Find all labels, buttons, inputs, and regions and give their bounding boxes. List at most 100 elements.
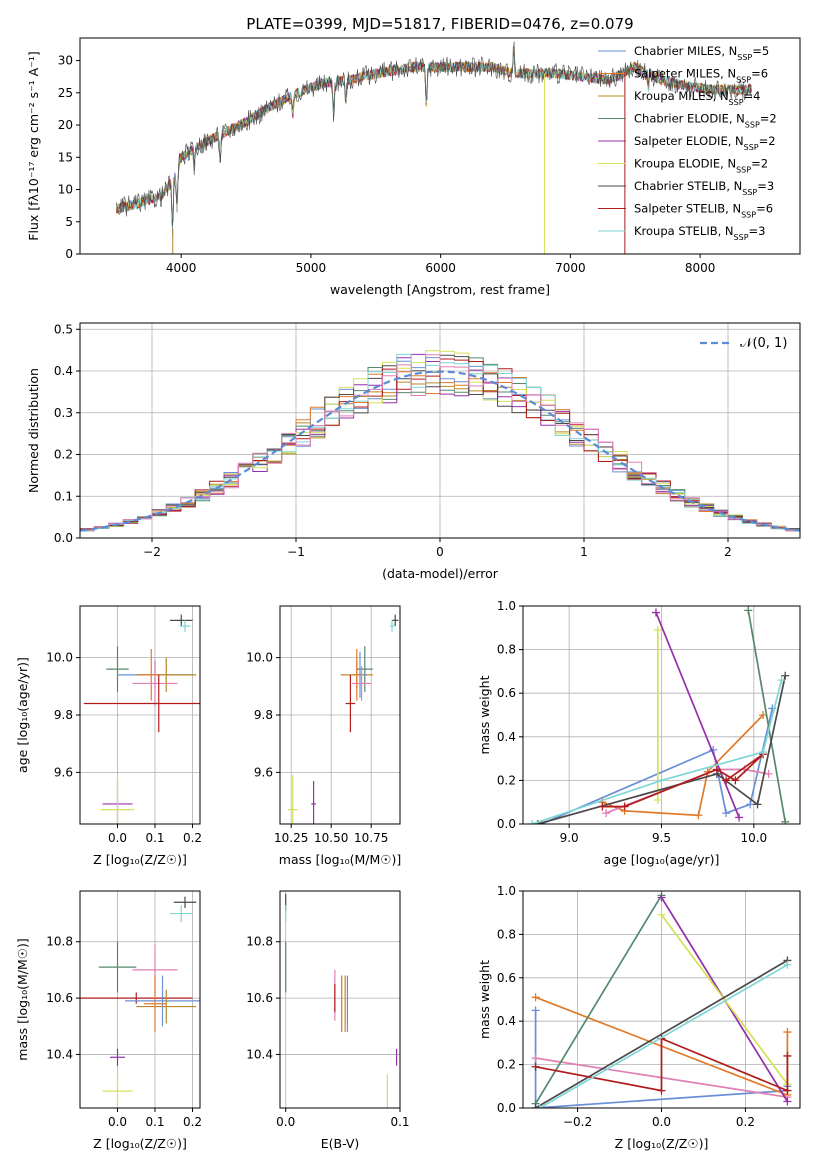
normal-legend-label: 𝒩(0, 1) xyxy=(740,336,787,351)
weight-marker xyxy=(620,802,629,811)
spectrum-plot-area xyxy=(116,41,752,254)
weight-marker xyxy=(722,809,731,818)
panel-age-mass: 10.25 10.50 10.75 9.6 9.8 10.0 mass [log₁₀(M/M… xyxy=(246,605,401,867)
y-tick-label: 0.0 xyxy=(497,1101,516,1115)
residuals-plot-area xyxy=(80,323,800,538)
x-axis-label: Z [log₁₀(Z/Z☉)] xyxy=(93,1136,187,1151)
x-tick-label: −2 xyxy=(143,545,161,559)
y-tick-label: 0.4 xyxy=(497,1014,516,1028)
weight-line-chabrier-miles xyxy=(541,708,774,824)
y-tick-label: 0.8 xyxy=(497,643,516,657)
y-tick-label: 15 xyxy=(58,150,73,164)
weight-marker xyxy=(653,625,662,634)
weight-marker xyxy=(657,1086,666,1095)
x-tick-label: 10.25 xyxy=(274,831,308,845)
y-tick-label: 5 xyxy=(65,215,73,229)
weight-marker xyxy=(783,1086,792,1095)
y-tick-label: 9.6 xyxy=(54,765,73,779)
x-tick-label: 0.1 xyxy=(145,831,164,845)
x-tick-label: 0.0 xyxy=(652,1115,671,1129)
figure-title: PLATE=0399, MJD=51817, FIBERID=0476, z=0… xyxy=(246,15,633,33)
weight-line-kroupa-elodie xyxy=(660,914,789,1085)
x-tick-label: 0.2 xyxy=(183,831,202,845)
y-tick-label: 0.4 xyxy=(54,364,73,378)
weight-Z-plot-area xyxy=(523,891,800,1108)
weight-marker xyxy=(764,769,773,778)
x-tick-label: 8000 xyxy=(685,261,716,275)
weight-age-plot-area xyxy=(523,606,800,824)
weight-marker xyxy=(531,1054,540,1063)
x-tick-label: 0.2 xyxy=(736,1115,755,1129)
weight-marker xyxy=(759,748,768,757)
y-tick-label: 0.2 xyxy=(54,448,73,462)
x-tick-label: 6000 xyxy=(425,261,456,275)
weight-line-kroupa-stelib xyxy=(539,964,788,1108)
y-tick-label: 0.2 xyxy=(497,1058,516,1072)
panel-spectrum: Chabrier MILES, NSSP=5 Salpeter MILES, NS… xyxy=(26,37,801,297)
y-tick-label: 0.3 xyxy=(54,406,73,420)
x-axis-label: age [log₁₀(age/yr)] xyxy=(604,852,720,867)
weight-marker xyxy=(744,606,753,615)
x-tick-label: 0 xyxy=(436,545,444,559)
weight-marker xyxy=(781,817,790,824)
legend-entry: Salpeter MILES, NSSP=6 xyxy=(634,67,768,85)
y-tick-label: 10.0 xyxy=(246,651,273,665)
y-tick-label: 0.2 xyxy=(497,773,516,787)
weight-marker xyxy=(735,813,744,822)
x-axis-label: E(B-V) xyxy=(321,1136,360,1151)
y-tick-label: 9.6 xyxy=(254,765,273,779)
mass-EBV-frame xyxy=(279,890,401,1109)
weight-marker xyxy=(602,809,611,818)
y-axis-label: Normed distribution xyxy=(26,368,41,493)
x-tick-label: 1 xyxy=(580,545,588,559)
x-tick-label: 0.2 xyxy=(183,1115,202,1129)
y-tick-label: 0 xyxy=(65,247,73,261)
panel-residuals: 𝒩(0, 1) −2 −1 0 1 2 0.0 0.1 0.2 0.3 0.4 0.5 (data-mo… xyxy=(26,322,801,581)
legend-entry: Salpeter STELIB, NSSP=6 xyxy=(634,202,773,220)
x-tick-label: 0.1 xyxy=(390,1115,409,1129)
y-tick-label: 0.6 xyxy=(497,686,516,700)
x-axis-label: Z [log₁₀(Z/Z☉)] xyxy=(615,1136,709,1151)
histogram-kroupa-elodie xyxy=(80,350,800,531)
x-tick-label: 4000 xyxy=(166,261,197,275)
normal-curve xyxy=(80,370,800,532)
y-axis-label: mass weight xyxy=(477,960,492,1039)
y-tick-label: 0.0 xyxy=(497,817,516,831)
y-tick-label: 10.8 xyxy=(46,935,73,949)
x-tick-label: 0.0 xyxy=(108,831,127,845)
y-tick-label: 0.6 xyxy=(497,971,516,985)
y-tick-label: 0.0 xyxy=(54,531,73,545)
x-tick-label: 0.0 xyxy=(276,1115,295,1129)
panel-mass-Z: 0.0 0.1 0.2 10.4 10.6 10.8 Z [log₁₀(Z/Z☉)] mass… xyxy=(15,890,202,1151)
y-tick-label: 30 xyxy=(58,54,73,68)
weight-marker xyxy=(783,1051,792,1060)
age-mass-plot-area xyxy=(280,606,400,824)
x-tick-label: 9.0 xyxy=(560,831,579,845)
weight-marker xyxy=(777,676,786,685)
y-axis-label: mass [log₁₀(M/M☉)] xyxy=(15,938,30,1060)
panel-age-Z: 0.0 0.1 0.2 9.6 9.8 10.0 Z [log₁₀(Z/Z☉)] age [l… xyxy=(15,605,202,867)
y-tick-label: 10.4 xyxy=(46,1047,73,1061)
y-tick-label: 10.6 xyxy=(246,991,273,1005)
weight-marker xyxy=(783,960,792,969)
y-tick-label: 0.1 xyxy=(54,489,73,503)
y-tick-label: 10.6 xyxy=(46,991,73,1005)
y-tick-label: 9.8 xyxy=(254,708,273,722)
mass-Z-frame xyxy=(79,890,201,1109)
x-axis-label: Z [log₁₀(Z/Z☉)] xyxy=(93,852,187,867)
weight-marker xyxy=(731,776,740,785)
x-tick-label: 0.1 xyxy=(145,1115,164,1129)
weight-marker xyxy=(722,776,731,785)
weight-marker xyxy=(535,1104,544,1108)
weight-line-chabrier-elodie xyxy=(747,610,787,822)
weight-marker xyxy=(528,820,537,824)
weight-marker xyxy=(657,893,666,902)
weight-marker xyxy=(746,800,755,809)
age-Z-plot-area xyxy=(80,606,200,824)
x-axis-label: (data-model)/error xyxy=(382,566,499,581)
weight-marker xyxy=(531,1104,540,1108)
y-tick-label: 10.8 xyxy=(246,935,273,949)
weight-line-chabrier-stelib xyxy=(537,675,787,824)
weight-line-chabrier-stelib xyxy=(535,959,788,1108)
